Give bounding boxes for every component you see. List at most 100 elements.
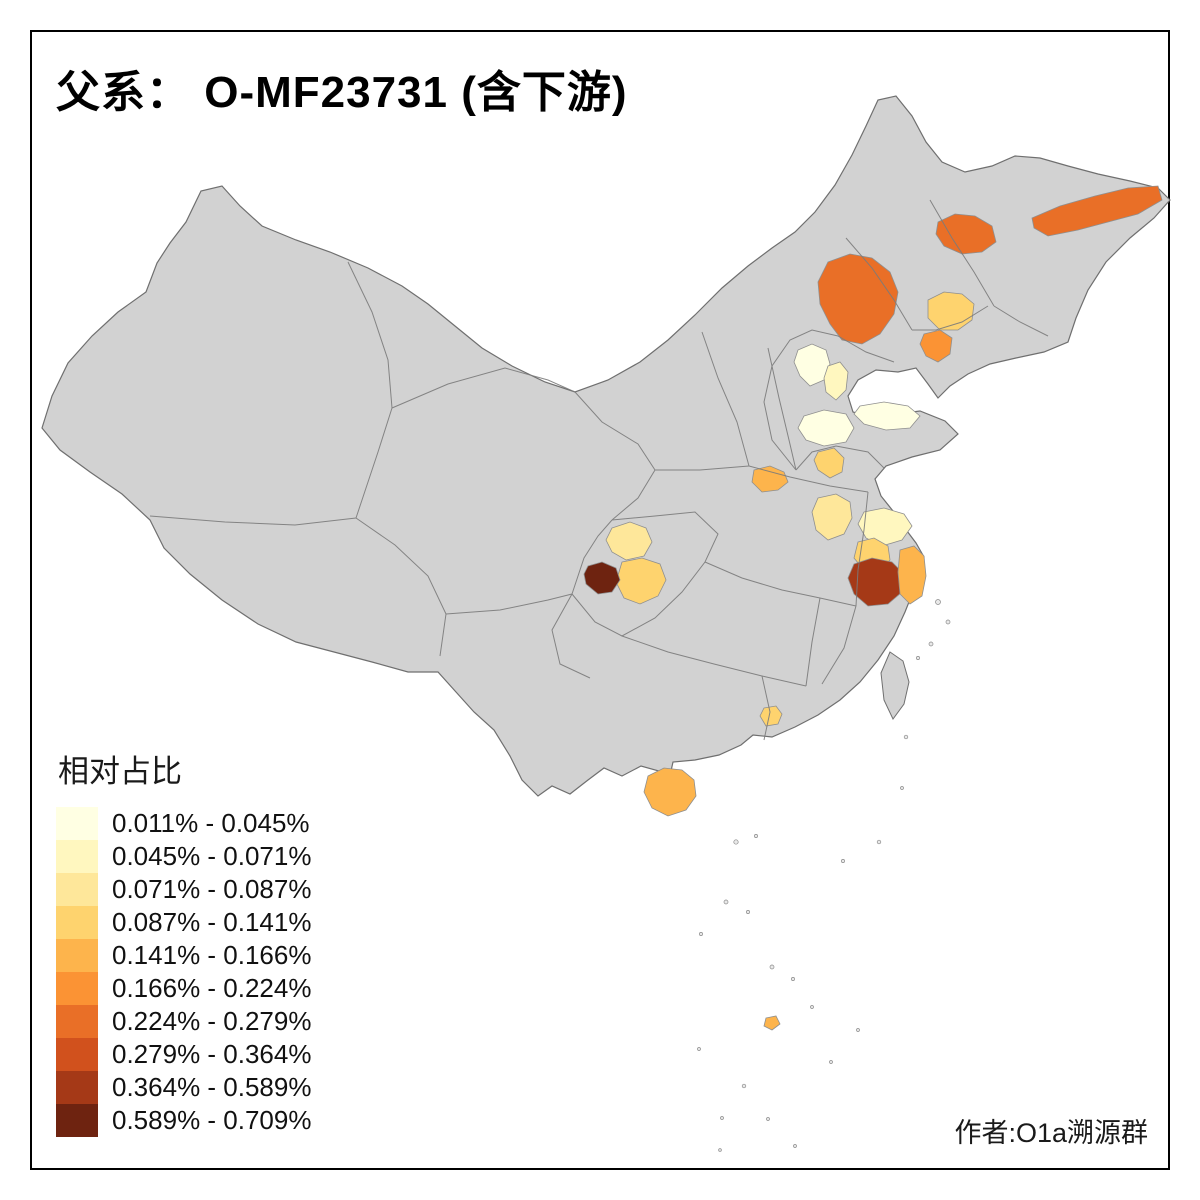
islet (769, 964, 775, 970)
province-border-line (355, 517, 447, 657)
islet (697, 1047, 701, 1051)
province-border-line (701, 331, 750, 467)
islet (856, 1028, 860, 1032)
islet (723, 899, 729, 905)
province-border-line (761, 675, 771, 741)
map-region-south-sea-islet (763, 1015, 781, 1031)
province-border-line (795, 445, 885, 471)
legend-label: 0.166% - 0.224% (112, 973, 312, 1003)
islet (928, 641, 934, 647)
legend-label: 0.045% - 0.071% (112, 841, 312, 871)
islet (720, 1116, 724, 1120)
province-border-line (929, 199, 995, 307)
islet (900, 786, 904, 790)
legend-swatch (56, 1005, 98, 1038)
map-region-liaoning-south (919, 329, 953, 363)
legend-item: 0.071% - 0.087% (56, 873, 311, 906)
map-region-shandong-south (813, 447, 845, 479)
province-border-line (621, 635, 807, 687)
legend-label: 0.011% - 0.045% (112, 808, 310, 838)
islet (916, 656, 920, 660)
china-mainland (41, 95, 1171, 797)
map-region-chongqing-west (583, 561, 621, 595)
islet (945, 619, 951, 625)
legend-item: 0.589% - 0.709% (56, 1104, 311, 1137)
province-border-line (805, 597, 821, 687)
map-region-jiangsu-coast (857, 507, 913, 547)
province-border-line (149, 515, 357, 526)
legend-swatch (56, 1071, 98, 1104)
legend-swatch (56, 939, 98, 972)
islet (746, 910, 750, 914)
legend-label: 0.087% - 0.141% (112, 907, 312, 937)
legend-item: 0.087% - 0.141% (56, 906, 311, 939)
credit: 作者:O1a溯源群 (954, 1118, 1148, 1148)
province-border-line (704, 561, 857, 607)
province-border-line (993, 305, 1049, 337)
legend-label: 0.364% - 0.589% (112, 1072, 312, 1102)
province-border-line (655, 465, 750, 471)
islet (766, 1117, 770, 1121)
province-border-line (767, 347, 797, 471)
legend-swatch (56, 906, 98, 939)
map-region-liaoning-north (927, 291, 975, 331)
legend-item: 0.166% - 0.224% (56, 972, 311, 1005)
province-border-line (748, 465, 869, 493)
legend-item: 0.141% - 0.166% (56, 939, 311, 972)
map-region-henan-central (751, 465, 789, 493)
map-region-sichuan-chengdu (615, 557, 667, 605)
islet (699, 932, 703, 936)
map-region-shandong-peninsula (853, 401, 921, 431)
legend-item: 0.045% - 0.071% (56, 840, 311, 873)
legend-swatch (56, 1104, 98, 1137)
islet (793, 1144, 797, 1148)
legend-items: 0.011% - 0.045% 0.045% - 0.071% 0.071% - 0… (56, 807, 311, 1137)
province-border-line (571, 511, 719, 637)
islet (935, 599, 941, 605)
province-border-line (445, 593, 573, 615)
islet (903, 734, 909, 740)
islet (733, 839, 739, 845)
islet (810, 1005, 814, 1009)
islet (791, 977, 795, 981)
province-border-line (855, 491, 869, 607)
legend-label: 0.224% - 0.279% (112, 1006, 312, 1036)
legend-label: 0.279% - 0.364% (112, 1039, 312, 1069)
islet (876, 839, 882, 845)
legend-label: 0.071% - 0.087% (112, 874, 312, 904)
map-region-tianjin (823, 361, 849, 401)
islet (754, 834, 758, 838)
province-border-line (551, 593, 591, 679)
province-border-line (821, 605, 857, 685)
map-region-zhejiang-east-coast (897, 545, 927, 605)
small-islands (697, 599, 951, 1152)
map-region-zhejiang-north (847, 557, 905, 607)
taiwan-island (880, 651, 910, 720)
legend: 相对占比 0.011% - 0.045% 0.045% - 0.071% 0.071… (56, 746, 311, 1137)
page-title: 父系： O-MF23731 (含下游) (56, 68, 628, 117)
legend-item: 0.224% - 0.279% (56, 1005, 311, 1038)
legend-item: 0.279% - 0.364% (56, 1038, 311, 1071)
map-region-hainan (643, 767, 697, 817)
province-border-line (912, 305, 989, 331)
islet (829, 1060, 833, 1064)
islet (841, 859, 845, 863)
legend-swatch (56, 972, 98, 1005)
province-border-line (347, 261, 393, 519)
map-region-northeast-far-tip (1031, 185, 1163, 237)
province-borders (149, 199, 1049, 741)
province-border-line (845, 237, 913, 331)
province-border-line (837, 335, 895, 363)
province-border-line (763, 329, 839, 471)
legend-title: 相对占比 (58, 754, 182, 789)
legend-swatch (56, 873, 98, 906)
islet (718, 1148, 722, 1152)
map-region-shandong-northwest (797, 409, 855, 447)
map-region-northeast-central (935, 213, 997, 255)
province-border-line (391, 367, 576, 409)
province-border-line (574, 391, 656, 521)
legend-item: 0.364% - 0.589% (56, 1071, 311, 1104)
legend-label: 0.141% - 0.166% (112, 940, 312, 970)
islet (741, 1083, 747, 1089)
